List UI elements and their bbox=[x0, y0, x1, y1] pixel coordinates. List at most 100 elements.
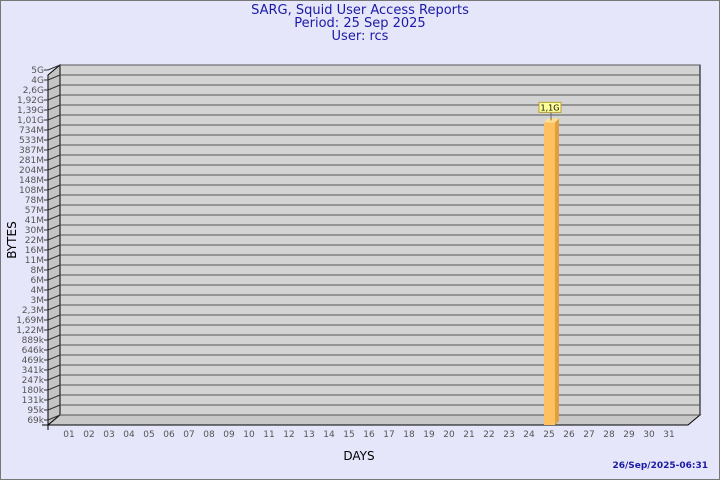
y-tick-label: 57M bbox=[25, 206, 44, 216]
y-tick-label: 734M bbox=[19, 126, 44, 136]
x-tick-label: 24 bbox=[523, 430, 535, 440]
y-tick-label: 204M bbox=[19, 166, 44, 176]
x-axis-label: DAYS bbox=[343, 449, 374, 463]
y-tick-label: 889k bbox=[22, 336, 45, 346]
x-tick-label: 02 bbox=[83, 430, 94, 440]
x-tick-label: 26 bbox=[563, 430, 575, 440]
x-tick-label: 16 bbox=[363, 430, 375, 440]
x-tick-label: 04 bbox=[123, 430, 135, 440]
tick-diagonal bbox=[47, 224, 61, 231]
y-tick-label: 108M bbox=[19, 186, 44, 196]
data-label: 1,1G bbox=[541, 103, 560, 112]
tick-diagonal bbox=[47, 64, 61, 71]
x-tick-label: 08 bbox=[203, 430, 215, 440]
tick-diagonal bbox=[47, 334, 61, 341]
x-tick-label: 09 bbox=[223, 430, 235, 440]
tick-diagonal bbox=[47, 264, 61, 271]
y-tick-label: 341k bbox=[22, 366, 45, 376]
tick-diagonal bbox=[47, 74, 61, 81]
y-tick-label: 4G bbox=[31, 76, 44, 86]
x-tick-label: 14 bbox=[323, 430, 335, 440]
y-tick-label: 16M bbox=[25, 246, 44, 256]
x-tick-label: 01 bbox=[63, 430, 74, 440]
x-tick-label: 05 bbox=[143, 430, 154, 440]
tick-diagonal bbox=[47, 384, 61, 391]
x-tick-label: 06 bbox=[163, 430, 175, 440]
x-tick-label: 27 bbox=[583, 430, 594, 440]
tick-diagonal bbox=[47, 204, 61, 211]
tick-diagonal bbox=[47, 274, 61, 281]
x-tick-label: 21 bbox=[463, 430, 474, 440]
y-tick-label: 8M bbox=[31, 266, 45, 276]
x-tick-label: 25 bbox=[543, 430, 554, 440]
tick-diagonal bbox=[47, 364, 61, 371]
tick-diagonal bbox=[47, 254, 61, 261]
x-tick-label: 29 bbox=[623, 430, 635, 440]
tick-diagonal bbox=[47, 394, 61, 401]
y-tick-label: 1,92G bbox=[17, 96, 44, 106]
tick-diagonal bbox=[47, 174, 61, 181]
x-tick-label: 23 bbox=[503, 430, 514, 440]
x-tick-label: 03 bbox=[103, 430, 114, 440]
y-tick-label: 22M bbox=[25, 236, 44, 246]
y-tick-label: 247k bbox=[22, 376, 45, 386]
tick-diagonal bbox=[47, 324, 61, 331]
tick-diagonal bbox=[47, 284, 61, 291]
tick-diagonal bbox=[47, 184, 61, 191]
x-tick-label: 17 bbox=[383, 430, 394, 440]
x-tick-label: 19 bbox=[423, 430, 435, 440]
tick-diagonal bbox=[47, 234, 61, 241]
y-tick-label: 41M bbox=[25, 216, 44, 226]
y-tick-label: 281M bbox=[19, 156, 44, 166]
x-tick-label: 18 bbox=[403, 430, 415, 440]
y-tick-label: 1,69M bbox=[16, 316, 44, 326]
x-tick-label: 11 bbox=[263, 430, 274, 440]
tick-diagonal bbox=[47, 194, 61, 201]
y-tick-label: 69k bbox=[27, 416, 44, 426]
y-tick-label: 95k bbox=[27, 406, 44, 416]
y-tick-label: 6M bbox=[31, 276, 45, 286]
chart-user: User: rcs bbox=[331, 29, 389, 44]
y-tick-label: 1,22M bbox=[16, 326, 44, 336]
x-tick-label: 15 bbox=[343, 430, 354, 440]
tick-diagonal bbox=[47, 414, 61, 421]
y-tick-label: 180k bbox=[22, 386, 45, 396]
back-wall bbox=[59, 64, 701, 416]
x-tick-label: 20 bbox=[443, 430, 455, 440]
x-tick-label: 13 bbox=[303, 430, 314, 440]
chart-period: Period: 25 Sep 2025 bbox=[294, 16, 426, 31]
y-tick-label: 2,6G bbox=[23, 86, 44, 96]
x-tick-label: 30 bbox=[643, 430, 655, 440]
x-tick-label: 28 bbox=[603, 430, 615, 440]
chart-title: SARG, Squid User Access Reports bbox=[251, 3, 469, 18]
y-tick-label: 387M bbox=[19, 146, 44, 156]
tick-diagonal bbox=[47, 104, 61, 111]
x-tick-label: 10 bbox=[243, 430, 255, 440]
bar-day-25 bbox=[544, 122, 555, 425]
tick-diagonal bbox=[47, 344, 61, 351]
y-tick-label: 646k bbox=[22, 346, 45, 356]
y-tick-label: 148M bbox=[19, 176, 44, 186]
tick-diagonal bbox=[47, 114, 61, 121]
tick-diagonal bbox=[47, 294, 61, 301]
x-tick-label: 07 bbox=[183, 430, 194, 440]
tick-diagonal bbox=[47, 404, 61, 411]
floor bbox=[46, 414, 702, 426]
tick-diagonal bbox=[47, 354, 61, 361]
y-tick-label: 1,39G bbox=[17, 106, 44, 116]
tick-diagonal bbox=[47, 304, 61, 311]
x-tick-label: 31 bbox=[663, 430, 674, 440]
tick-diagonal bbox=[47, 134, 61, 141]
tick-diagonal bbox=[47, 164, 61, 171]
tick-diagonal bbox=[47, 154, 61, 161]
y-tick-label: 131k bbox=[22, 396, 45, 406]
y-tick-label: 5G bbox=[31, 66, 44, 76]
data-label-box bbox=[538, 101, 562, 113]
y-tick-label: 533M bbox=[19, 136, 44, 146]
y-tick-label: 1,01G bbox=[17, 116, 44, 126]
tick-diagonal bbox=[47, 314, 61, 321]
tick-diagonal bbox=[47, 94, 61, 101]
y-tick-label: 11M bbox=[25, 256, 44, 266]
x-tick-label: 12 bbox=[283, 430, 294, 440]
y-tick-label: 30M bbox=[25, 226, 44, 236]
